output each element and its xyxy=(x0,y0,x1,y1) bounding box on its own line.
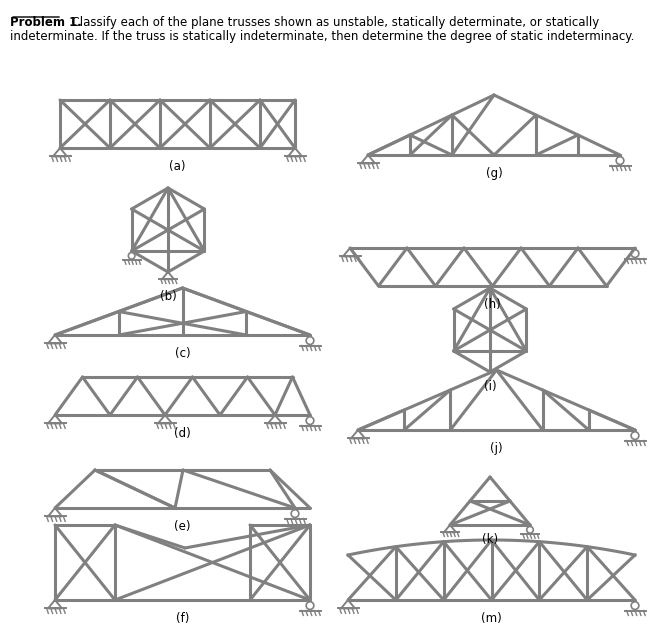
Text: (e): (e) xyxy=(174,520,191,533)
Text: (k): (k) xyxy=(482,533,498,546)
Text: (f): (f) xyxy=(176,612,189,625)
Text: (j): (j) xyxy=(490,442,503,455)
Text: Classify each of the plane trusses shown as unstable, statically determinate, or: Classify each of the plane trusses shown… xyxy=(64,16,599,29)
Text: (m): (m) xyxy=(481,612,502,625)
Text: (d): (d) xyxy=(174,427,191,440)
Text: (a): (a) xyxy=(169,160,186,173)
Text: indeterminate. If the truss is statically indeterminate, then determine the degr: indeterminate. If the truss is staticall… xyxy=(10,30,635,43)
Text: (i): (i) xyxy=(484,380,496,393)
Text: (c): (c) xyxy=(175,347,190,360)
Text: (g): (g) xyxy=(486,167,502,180)
Text: (b): (b) xyxy=(160,290,176,303)
Text: (h): (h) xyxy=(484,298,501,311)
Text: Problem 1.: Problem 1. xyxy=(10,16,82,29)
